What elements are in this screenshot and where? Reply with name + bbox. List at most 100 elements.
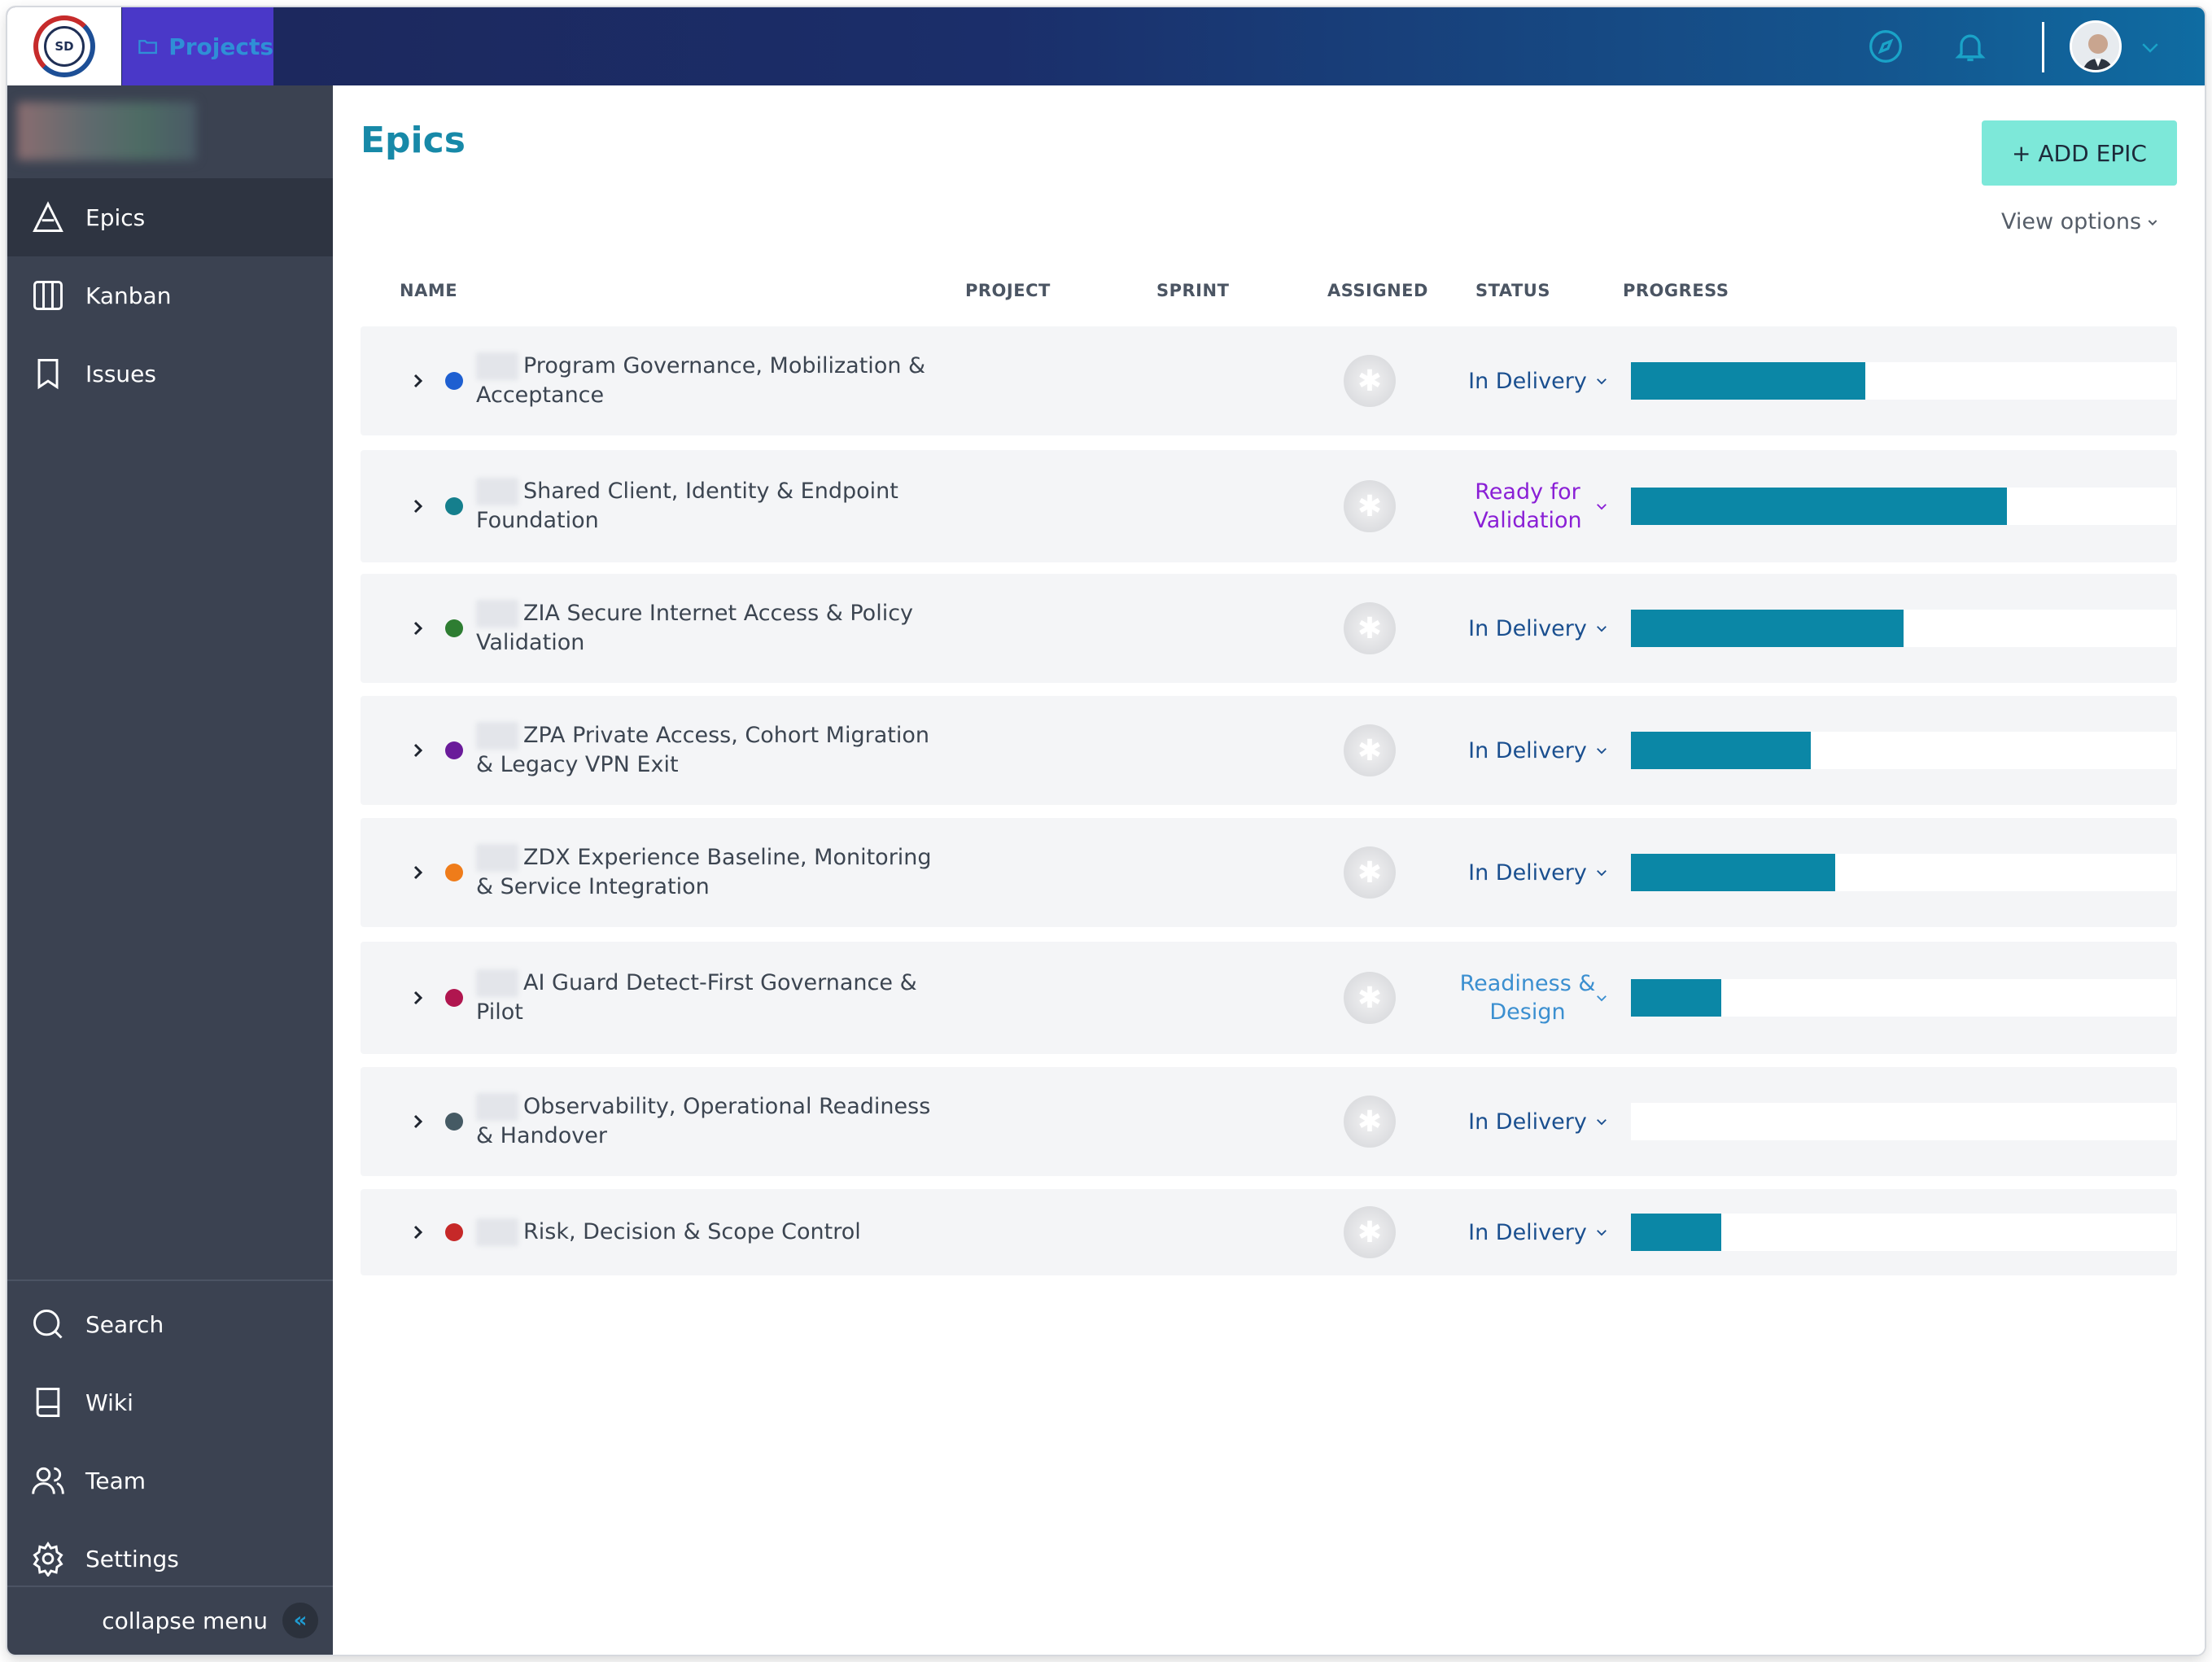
epic-name[interactable]: Observability, Operational Readiness & H… [476, 1094, 931, 1148]
assignee-placeholder-avatar[interactable]: ✱ [1344, 846, 1396, 899]
assignee-placeholder-avatar[interactable]: ✱ [1344, 602, 1396, 654]
epic-row[interactable]: Shared Client, Identity & Endpoint Found… [361, 450, 2177, 562]
projects-tab[interactable]: Projects [122, 7, 273, 85]
assignee-placeholder-avatar[interactable]: ✱ [1344, 1096, 1396, 1148]
expand-chevron-icon[interactable] [408, 1222, 427, 1242]
assignee-placeholder-avatar[interactable]: ✱ [1344, 1206, 1396, 1258]
epic-status[interactable]: In Delivery [1468, 615, 1587, 641]
epic-key-redacted [476, 1218, 518, 1246]
expand-chevron-icon[interactable] [408, 741, 427, 760]
epic-status[interactable]: In Delivery [1468, 1219, 1587, 1245]
epic-key-redacted [476, 969, 518, 997]
epic-status[interactable]: In Delivery [1468, 368, 1587, 394]
expand-chevron-icon[interactable] [408, 863, 427, 882]
compass-icon[interactable] [1868, 28, 1904, 64]
epic-name[interactable]: AI Guard Detect-First Governance & Pilot [476, 970, 917, 1025]
chevron-down-icon[interactable] [1594, 374, 1609, 388]
epic-status[interactable]: In Delivery [1468, 1109, 1587, 1135]
expand-chevron-icon[interactable] [408, 619, 427, 638]
sidebar-item-kanban[interactable]: Kanban [7, 256, 333, 335]
column-header-project[interactable]: PROJECT [965, 281, 1051, 300]
kanban-columns-icon [33, 281, 63, 310]
epic-color-dot [445, 619, 463, 637]
sidebar-item-label: Wiki [85, 1389, 133, 1416]
double-chevron-left-icon[interactable]: « [282, 1603, 318, 1638]
progress-bar [1631, 1214, 2176, 1251]
epic-name[interactable]: ZPA Private Access, Cohort Migration & L… [476, 723, 929, 777]
epic-status[interactable]: Readiness & Design [1459, 971, 1596, 1025]
chevron-down-icon[interactable] [1594, 1114, 1609, 1129]
epic-name[interactable]: ZDX Experience Baseline, Monitoring & Se… [476, 845, 932, 899]
expand-chevron-icon[interactable] [408, 988, 427, 1008]
main-content: Epics + ADD EPIC View options NAME PROJE… [333, 85, 2205, 1655]
user-menu-chevron-icon[interactable] [2138, 35, 2162, 59]
sidebar-item-label: Issues [85, 360, 156, 387]
progress-fill [1631, 1214, 1721, 1251]
sidebar-divider [7, 1279, 333, 1281]
column-header-status[interactable]: STATUS [1475, 281, 1550, 300]
app-logo[interactable]: SD [7, 7, 121, 85]
epic-name[interactable]: Program Governance, Mobilization & Accep… [476, 353, 926, 408]
logo-text: SD [44, 26, 85, 67]
expand-chevron-icon[interactable] [408, 371, 427, 391]
expand-chevron-icon[interactable] [408, 496, 427, 516]
chevron-down-icon[interactable] [1594, 991, 1609, 1005]
chevron-down-icon [2148, 219, 2157, 225]
top-bar: SD Projects [7, 7, 2205, 85]
progress-bar [1631, 732, 2176, 769]
gear-icon [33, 1542, 63, 1577]
epic-row[interactable]: Program Governance, Mobilization & Accep… [361, 326, 2177, 435]
assignee-placeholder-avatar[interactable]: ✱ [1344, 972, 1396, 1024]
search-icon [33, 1310, 63, 1339]
sidebar-item-settings[interactable]: Settings [7, 1520, 333, 1598]
epic-row[interactable]: Risk, Decision & Scope Control ✱ In Deli… [361, 1189, 2177, 1275]
epic-row[interactable]: AI Guard Detect-First Governance & Pilot… [361, 942, 2177, 1054]
epic-key-redacted [476, 352, 518, 380]
epic-color-dot [445, 989, 463, 1007]
view-options-dropdown[interactable]: View options [2001, 209, 2159, 234]
column-header-assigned[interactable]: ASSIGNED [1327, 281, 1428, 300]
epic-name[interactable]: Risk, Decision & Scope Control [523, 1219, 861, 1244]
sidebar-item-epics[interactable]: Epics [7, 178, 333, 256]
column-header-name[interactable]: NAME [400, 281, 458, 300]
epic-status[interactable]: In Delivery [1468, 859, 1587, 886]
epic-row[interactable]: ZIA Secure Internet Access & Policy Vali… [361, 574, 2177, 683]
epic-status[interactable]: In Delivery [1468, 737, 1587, 763]
bookmark-icon [37, 359, 59, 390]
epic-name[interactable]: Shared Client, Identity & Endpoint Found… [476, 479, 898, 533]
assignee-placeholder-avatar[interactable]: ✱ [1344, 480, 1396, 532]
progress-bar [1631, 854, 2176, 891]
logo-ring: SD [33, 15, 95, 77]
progress-bar [1631, 362, 2176, 400]
column-header-sprint[interactable]: SPRINT [1156, 281, 1230, 300]
user-avatar[interactable] [2070, 20, 2122, 72]
epic-row[interactable]: Observability, Operational Readiness & H… [361, 1067, 2177, 1176]
sidebar-divider [7, 1585, 333, 1587]
chevron-down-icon[interactable] [1594, 743, 1609, 758]
collapse-menu[interactable]: collapse menu « [7, 1596, 333, 1645]
bell-icon[interactable] [1952, 28, 1988, 64]
assignee-placeholder-avatar[interactable]: ✱ [1344, 724, 1396, 776]
column-header-progress[interactable]: PROGRESS [1623, 281, 1729, 300]
chevron-down-icon[interactable] [1594, 1225, 1609, 1240]
epic-status[interactable]: Ready for Validation [1473, 479, 1582, 533]
sidebar-item-search[interactable]: Search [7, 1285, 333, 1363]
sidebar-item-issues[interactable]: Issues [7, 335, 333, 413]
sidebar-item-team[interactable]: Team [7, 1441, 333, 1520]
chevron-down-icon[interactable] [1594, 621, 1609, 636]
assignee-placeholder-avatar[interactable]: ✱ [1344, 355, 1396, 407]
progress-fill [1631, 854, 1836, 891]
book-icon [36, 1388, 60, 1417]
sidebar-item-label: Team [85, 1467, 146, 1494]
epic-color-dot [445, 372, 463, 390]
expand-chevron-icon[interactable] [408, 1112, 427, 1131]
progress-fill [1631, 979, 1721, 1017]
chevron-down-icon[interactable] [1594, 499, 1609, 514]
add-epic-button[interactable]: + ADD EPIC [1982, 120, 2177, 186]
epic-name[interactable]: ZIA Secure Internet Access & Policy Vali… [476, 601, 914, 655]
sidebar-item-wiki[interactable]: Wiki [7, 1363, 333, 1441]
chevron-down-icon[interactable] [1594, 865, 1609, 880]
workspace-switcher[interactable] [17, 102, 196, 160]
epic-row[interactable]: ZPA Private Access, Cohort Migration & L… [361, 696, 2177, 805]
epic-row[interactable]: ZDX Experience Baseline, Monitoring & Se… [361, 818, 2177, 927]
